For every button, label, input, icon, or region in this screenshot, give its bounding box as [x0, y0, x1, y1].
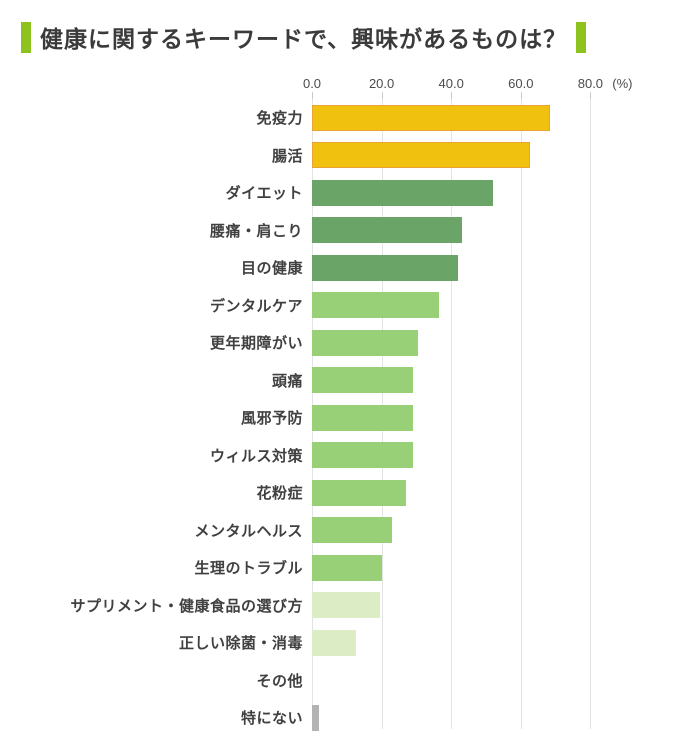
bar-row: メンタルヘルス — [0, 512, 680, 550]
axis-tick-label: 60.0 — [508, 76, 534, 91]
bar-track — [312, 179, 660, 206]
bar-track — [312, 517, 660, 544]
gridline — [590, 99, 592, 729]
bar — [312, 329, 419, 356]
bar — [312, 254, 459, 281]
category-label: 腰痛・肩こり — [209, 222, 303, 240]
gridline — [520, 99, 522, 729]
bar-track — [312, 142, 660, 169]
category-label: 免疫力 — [256, 110, 303, 128]
axis-tick-mark — [312, 92, 313, 99]
category-label: その他 — [256, 672, 303, 690]
axis-tick-label: 20.0 — [368, 76, 395, 91]
bar — [312, 104, 551, 131]
bar — [312, 704, 319, 731]
bar-row: 腰痛・肩こり — [0, 212, 680, 250]
bar-row: 更年期障がい — [0, 324, 680, 362]
category-label: 花粉症 — [256, 485, 303, 503]
bar-row: 免疫力 — [0, 99, 680, 137]
category-label: 風邪予防 — [240, 410, 303, 428]
axis-tick-label: 40.0 — [438, 76, 464, 91]
axis-tick-mark — [381, 92, 383, 99]
bar-row: 頭痛 — [0, 362, 680, 400]
title-accent-left — [21, 21, 31, 53]
bar-track — [312, 367, 660, 394]
bar-track — [312, 254, 660, 281]
bar-row: その他 — [0, 662, 680, 700]
category-label: ウィルス対策 — [209, 447, 303, 465]
bar — [312, 367, 413, 394]
bar — [312, 142, 530, 169]
bar-track — [312, 442, 660, 469]
gridline — [451, 99, 453, 729]
axis-tick-mark — [590, 92, 592, 99]
category-label: 腸活 — [271, 147, 303, 165]
category-label: ダイエット — [225, 185, 303, 203]
bar — [312, 592, 380, 619]
bar — [312, 479, 406, 506]
bar-track — [312, 704, 660, 731]
category-label: 更年期障がい — [209, 335, 303, 353]
bar-track — [312, 217, 660, 244]
page-title: 健康に関するキーワードで、興味があるものは？ — [40, 26, 568, 52]
bar-row: 腸活 — [0, 137, 680, 175]
bar-track — [312, 667, 660, 693]
bar-row: 正しい除菌・消毒 — [0, 624, 680, 662]
bar-row: ダイエット — [0, 174, 680, 212]
bar — [312, 217, 462, 244]
axis-tick-label: 80.0 — [577, 76, 604, 91]
bar-row: 特にない — [0, 699, 680, 737]
bar-track — [312, 329, 660, 356]
category-label: デンタルケア — [209, 297, 303, 315]
bar — [312, 442, 413, 469]
category-label: サプリメント・健康食品の選び方 — [70, 597, 303, 615]
category-label: 頭痛 — [271, 372, 303, 390]
bar-row: 風邪予防 — [0, 399, 680, 437]
bar — [312, 554, 382, 581]
bar-track — [312, 404, 660, 431]
axis-tick-mark — [451, 92, 453, 99]
bar — [312, 629, 356, 656]
category-label: 目の健康 — [240, 260, 303, 278]
bar-track — [312, 554, 660, 581]
bar — [312, 179, 493, 206]
category-label: 特にない — [240, 710, 303, 728]
title-accent-right — [576, 21, 587, 53]
bar-track — [312, 104, 660, 131]
bar-row: 目の健康 — [0, 249, 680, 287]
axis-unit-label: (%) — [612, 76, 633, 91]
category-label: 正しい除菌・消毒 — [178, 635, 303, 653]
bar-row: 花粉症 — [0, 474, 680, 512]
x-axis: (%) 0.0 20.0 40.0 60.0 80.0 — [303, 76, 660, 99]
bar-row: サプリメント・健康食品の選び方 — [0, 587, 680, 625]
category-label: メンタルヘルス — [194, 522, 303, 540]
bar-row: デンタルケア — [0, 287, 680, 325]
bar-track — [312, 479, 660, 506]
bar — [312, 517, 393, 544]
axis-tick-label: 0.0 — [302, 76, 322, 91]
plot-area: 免疫力 腸活 ダイエット 腰痛・肩こり 目の健康 デンタルケア — [0, 99, 680, 737]
axis-tick-mark — [520, 92, 522, 99]
bar-row: 生理のトラブル — [0, 549, 680, 587]
bar-row: ウィルス対策 — [0, 437, 680, 475]
bar-track — [312, 592, 660, 619]
bar-rows: 免疫力 腸活 ダイエット 腰痛・肩こり 目の健康 デンタルケア — [0, 99, 680, 737]
bar — [312, 404, 413, 431]
chart-header: 健康に関するキーワードで、興味があるものは？ — [0, 0, 680, 54]
bar-track — [312, 292, 660, 319]
bar-track — [312, 629, 660, 656]
category-label: 生理のトラブル — [194, 560, 303, 578]
bar — [312, 292, 440, 319]
